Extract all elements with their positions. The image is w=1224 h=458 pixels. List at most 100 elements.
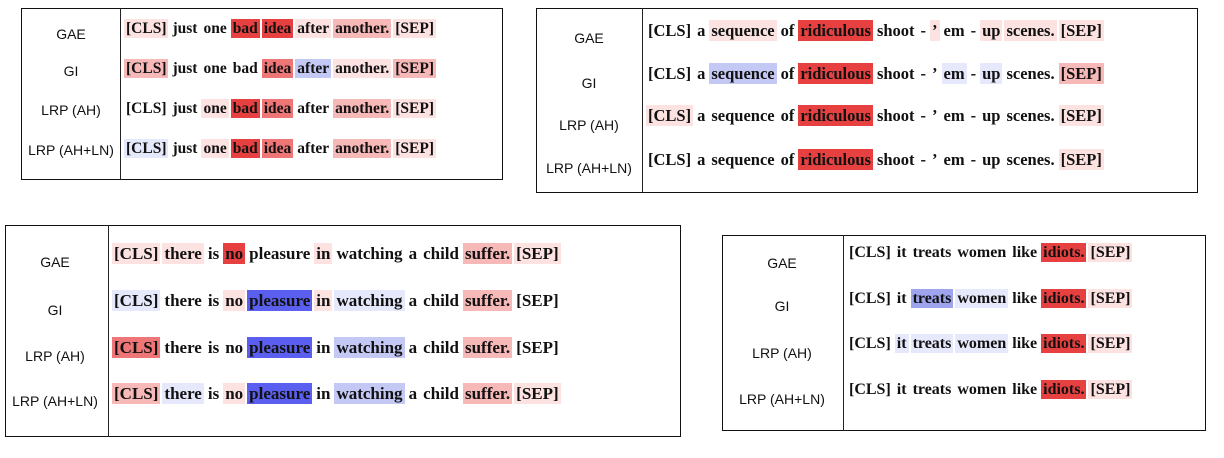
attribution-row: [CLS] just one bad idea after another. [SEP] (124, 59, 436, 78)
token: is (207, 384, 220, 403)
attribution-row: [CLS] a sequence of ridiculous shoot -’ em - up sc… (646, 63, 1104, 84)
token: no (223, 383, 246, 404)
token: [SEP] (393, 19, 436, 38)
token: treats (910, 289, 954, 308)
token: suffer. (462, 243, 513, 264)
attribution-row: [CLS] there is no pleasure in watching a child su… (112, 337, 561, 358)
token: up (982, 106, 1001, 125)
token: scenes. (1006, 64, 1055, 83)
token: no (223, 243, 246, 264)
method-label: GI (47, 302, 63, 318)
token: [SEP] (516, 338, 559, 357)
method-label: LRP (AH) (41, 102, 101, 118)
method-label: GI (774, 298, 790, 314)
token: idiots. (1041, 380, 1087, 399)
panel-4-divider (843, 235, 844, 431)
token: [SEP] (1058, 63, 1104, 84)
token: child (423, 384, 459, 403)
token: in (316, 338, 331, 357)
method-label: LRP (AH+LN) (28, 142, 114, 158)
token: shoot (876, 21, 915, 40)
token: there (162, 243, 204, 264)
method-label: GAE (40, 254, 70, 270)
token: there (162, 383, 204, 404)
token: a (697, 106, 706, 125)
token: ridiculous (798, 105, 873, 126)
token: [SEP] (1058, 149, 1104, 170)
token: up (982, 150, 1001, 169)
token: one (201, 139, 229, 158)
token: bad (232, 60, 258, 77)
token: in (314, 290, 333, 311)
attribution-row: [CLS] just one bad idea after another. [SEP] (124, 99, 436, 118)
token: child (423, 244, 459, 263)
token: idea (261, 99, 294, 118)
attribution-row: [CLS] it treats women like idiots. [SEP] (847, 289, 1133, 308)
token: shoot (876, 64, 915, 83)
attribution-row: [CLS] just one bad idea after another. [SEP] (124, 19, 436, 38)
token: watching (336, 244, 403, 263)
token: women (957, 381, 1007, 398)
token: idea (261, 139, 294, 158)
token: in (316, 384, 331, 403)
method-label: LRP (AH) (559, 117, 619, 133)
token: - (920, 21, 927, 40)
token: [CLS] (126, 100, 167, 117)
token: like (1012, 381, 1038, 398)
token: sequence (711, 150, 775, 169)
token: [SEP] (516, 291, 559, 310)
method-label: GAE (767, 255, 797, 271)
token: is (207, 244, 220, 263)
panel-3-divider (108, 225, 109, 437)
token: bad (230, 19, 260, 38)
attribution-row: [CLS] it treats women like idiots. [SEP] (847, 334, 1133, 353)
token: women (955, 289, 1009, 308)
method-label: LRP (AH+LN) (739, 391, 825, 407)
token: ridiculous (798, 149, 873, 170)
token: just (172, 20, 198, 37)
token: one (203, 60, 227, 77)
token: shoot (876, 106, 915, 125)
method-label: LRP (AH+LN) (546, 160, 632, 176)
token: is (207, 291, 220, 310)
token: a (697, 64, 706, 83)
token: another. (333, 99, 392, 118)
token: one (203, 20, 227, 37)
token: it (894, 334, 909, 353)
token: like (1012, 290, 1038, 307)
token: [SEP] (393, 59, 436, 78)
token: em (943, 21, 965, 40)
token: just (172, 60, 198, 77)
token: a (408, 384, 418, 403)
token: watching (334, 337, 405, 358)
token: child (423, 291, 459, 310)
token: watching (334, 383, 405, 404)
token: [SEP] (1088, 243, 1133, 262)
token: - (970, 64, 977, 83)
token: ridiculous (798, 20, 873, 41)
token: pleasure (247, 383, 313, 404)
token: idiots. (1041, 289, 1087, 308)
token: of (780, 106, 795, 125)
method-label: LRP (AH) (752, 345, 812, 361)
token: in (314, 243, 333, 264)
method-label: GI (581, 75, 597, 91)
token: pleasure (247, 290, 313, 311)
token: bad (230, 139, 260, 158)
method-label: LRP (AH) (25, 348, 85, 364)
token: [SEP] (393, 99, 436, 118)
token: [SEP] (1088, 334, 1133, 353)
token: - (970, 106, 977, 125)
token: [SEP] (514, 383, 561, 404)
token: [CLS] (648, 21, 692, 40)
attribution-row: [CLS] a sequence of ridiculous shoot -’ em - up sc… (646, 20, 1104, 41)
token: after (295, 19, 332, 38)
token: [CLS] (112, 383, 161, 404)
method-label: GAE (56, 26, 86, 42)
token: - (970, 21, 977, 40)
token: of (780, 64, 795, 83)
token: it (896, 244, 907, 261)
attribution-row: [CLS] there is no pleasure in watching a child su… (112, 243, 561, 264)
token: a (408, 338, 418, 357)
token: [CLS] (648, 64, 692, 83)
